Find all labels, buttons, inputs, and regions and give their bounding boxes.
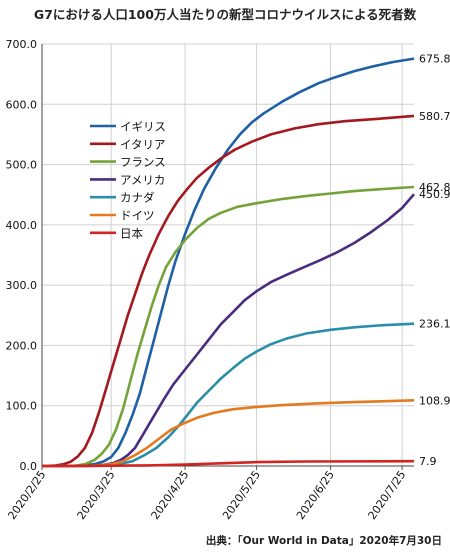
legend-label: ドイツ (120, 209, 155, 223)
legend-label: イギリス (120, 120, 166, 134)
series-end-label: 675.8 (419, 53, 450, 66)
series-end-label: 580.7 (419, 110, 450, 123)
x-tick-label: 2020/6/25 (294, 468, 337, 522)
series-line (41, 185, 415, 468)
y-tick-label: 100.0 (6, 400, 38, 413)
series-end-label: 236.1 (419, 318, 450, 331)
y-tick-label: 200.0 (6, 339, 38, 352)
x-tick-label: 2020/2/25 (5, 468, 48, 522)
series-line (41, 193, 415, 468)
series-line (41, 322, 415, 468)
x-tick-label: 2020/4/25 (149, 468, 192, 522)
series-end-label: 462.8 (419, 181, 450, 194)
series-line (41, 459, 415, 468)
legend-label: フランス (120, 155, 166, 169)
y-tick-label: 700.0 (6, 38, 38, 51)
legend-label: アメリカ (120, 173, 165, 187)
series-end-label: 7.9 (419, 455, 437, 468)
y-tick-label: 400.0 (6, 219, 38, 232)
x-tick-label: 2020/3/25 (75, 468, 118, 522)
legend-label: 日本 (120, 226, 143, 240)
y-tick-label: 0.0 (20, 460, 38, 473)
x-tick-label: 2020/5/25 (220, 468, 263, 522)
legend-label: カナダ (120, 191, 155, 205)
y-tick-label: 600.0 (6, 98, 38, 111)
y-tick-label: 300.0 (6, 279, 38, 292)
series-end-label: 108.9 (419, 394, 450, 407)
series-line (42, 57, 415, 468)
series-line (41, 114, 415, 468)
x-tick-label: 2020/7/25 (366, 468, 409, 522)
series-line (41, 399, 415, 468)
chart-title: G7における人口100万人当たりの新型コロナウイルスによる死者数 (33, 7, 417, 22)
y-tick-label: 500.0 (6, 159, 38, 172)
series-end-label: 450.9 (419, 188, 450, 201)
chart-source: 出典：「Our World in Data」2020年7月30日 (205, 535, 442, 547)
legend-label: イタリア (120, 137, 166, 151)
